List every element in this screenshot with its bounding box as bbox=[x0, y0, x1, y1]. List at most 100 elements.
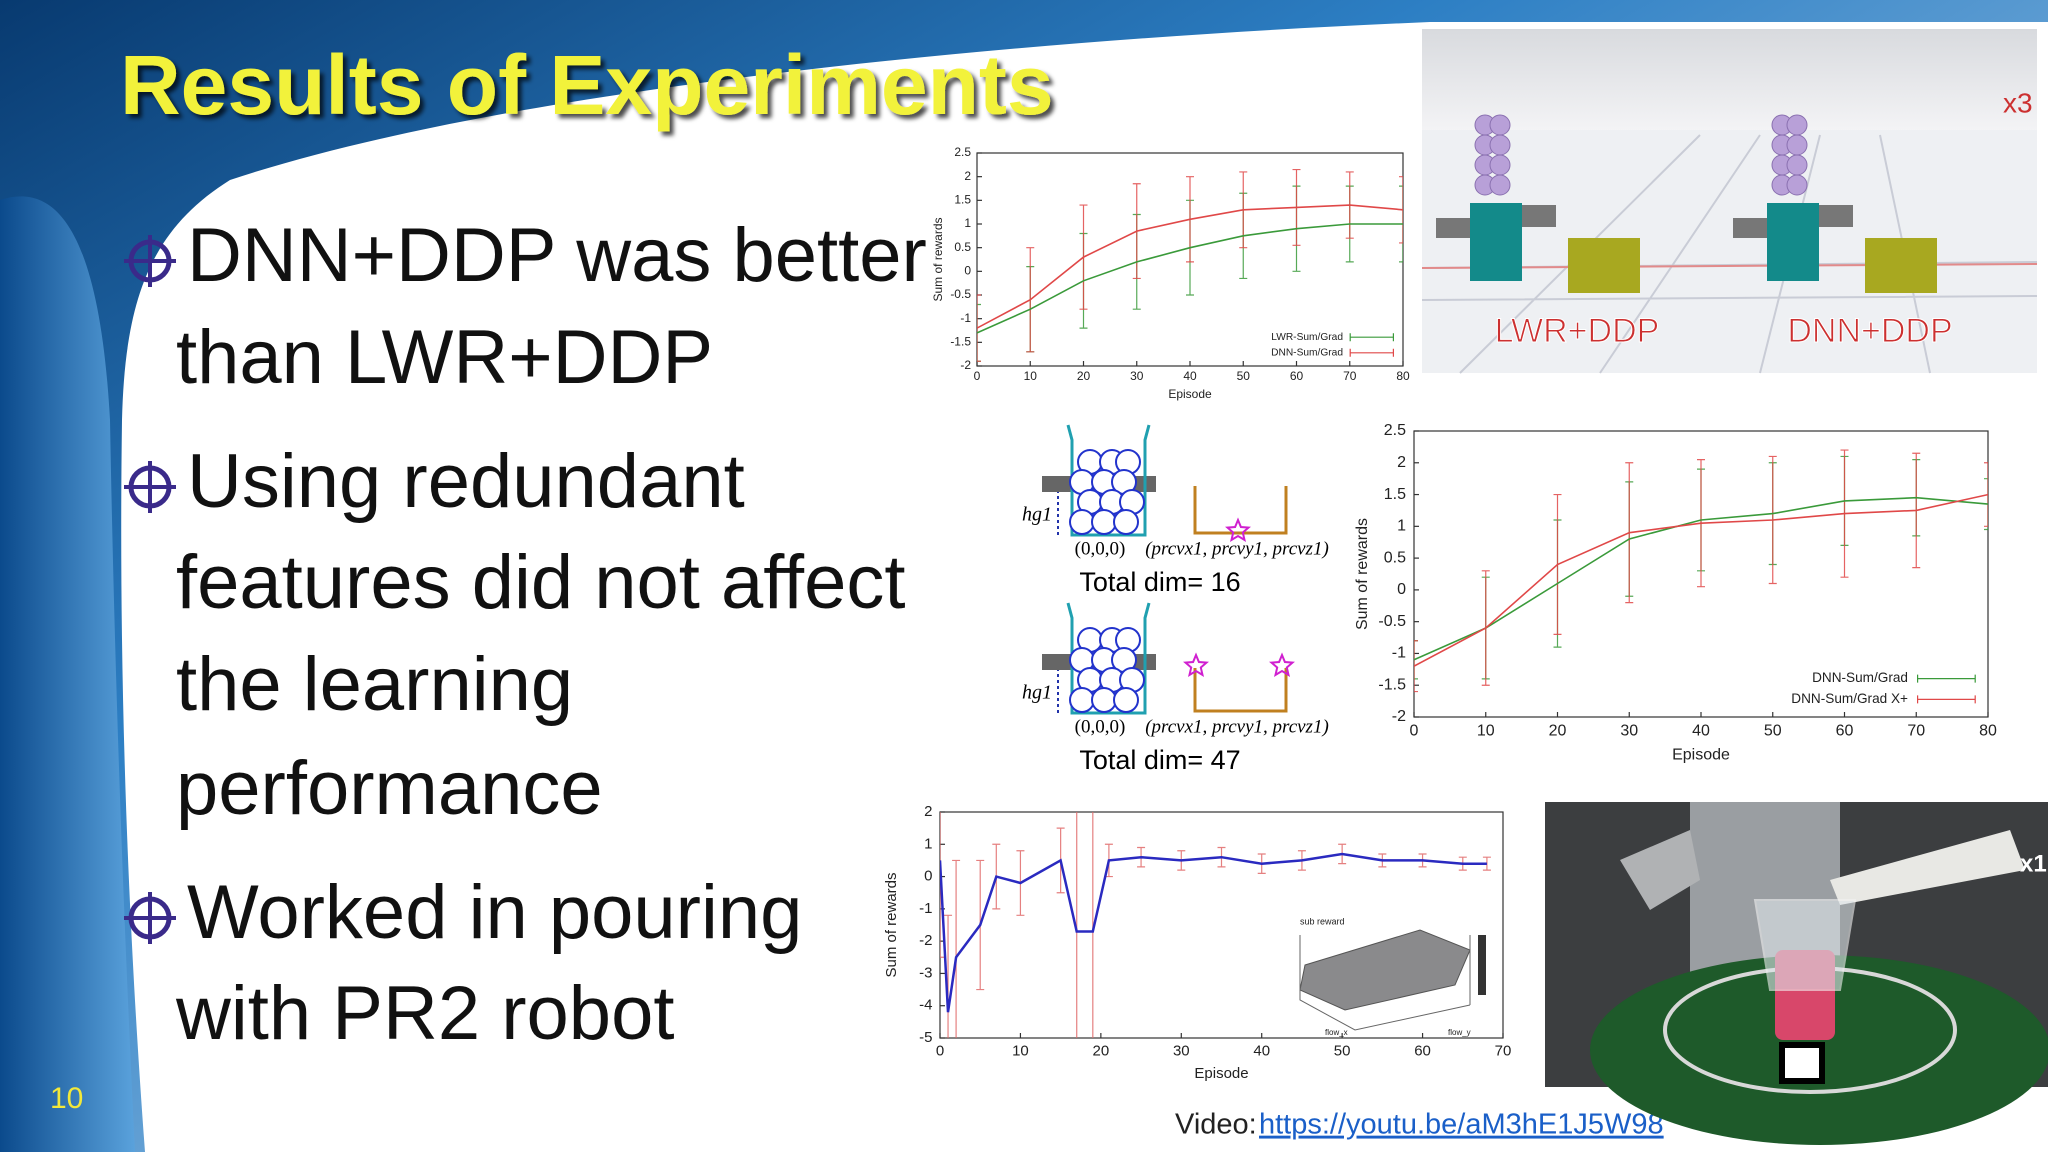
series-line bbox=[977, 223, 1403, 334]
plot-area bbox=[1414, 449, 1988, 693]
y-tick-label: 0 bbox=[964, 264, 971, 278]
target-label: (prcvx1, prcvy1, prcvz1) bbox=[1145, 538, 1329, 559]
bullet-text: features did not affect bbox=[176, 540, 906, 625]
y-tick-label: 2 bbox=[964, 169, 971, 183]
video-label: LWR+DDP bbox=[1495, 312, 1660, 350]
legend-label: DNN-Sum/Grad bbox=[1271, 347, 1343, 358]
target-star bbox=[1183, 652, 1209, 677]
legend-swatch bbox=[1349, 333, 1394, 342]
inset-x-label: flow_x bbox=[1325, 1028, 1348, 1037]
total-dim: Total dim= 47 bbox=[1079, 745, 1240, 775]
bullet-text: performance bbox=[176, 746, 603, 831]
y-tick-label: 2.5 bbox=[954, 145, 971, 159]
legend-label: DNN-Sum/Grad bbox=[1812, 670, 1908, 685]
x-tick-label: 50 bbox=[1334, 1042, 1351, 1059]
video-pr2: x1 bbox=[1545, 802, 2048, 1145]
error-bar bbox=[940, 812, 944, 958]
chart: 0 10 20 30 40 50 60 70 80 -2 -1.5 -1 -0.5 0 0.5 1 1.5 2 2.… bbox=[1354, 422, 1997, 763]
legend-label: DNN-Sum/Grad X+ bbox=[1791, 691, 1908, 706]
target-star bbox=[1269, 652, 1295, 677]
y-tick-label: 0.5 bbox=[954, 240, 971, 254]
y-tick-label: -0.5 bbox=[950, 287, 971, 301]
y-tick-label: -1.5 bbox=[950, 335, 971, 349]
bullet-text: Worked in pouring bbox=[187, 870, 802, 955]
y-axis-label: Sum of rewards bbox=[883, 872, 900, 977]
ball bbox=[1113, 509, 1139, 535]
ball bbox=[1091, 509, 1117, 535]
chart: 0 10 20 30 40 50 60 70 80 -2 -1.5 -1 -0.5 0 0.5 1 1.5 2 2.… bbox=[931, 145, 1410, 401]
video-simulation: x3 LWR+DDP DNN+DDP bbox=[1421, 29, 2038, 374]
y-tick-label: 0 bbox=[1397, 581, 1406, 598]
bullet-icon bbox=[124, 235, 176, 287]
error-bar bbox=[977, 294, 981, 362]
y-tick-label: 1 bbox=[1397, 518, 1406, 535]
ball bbox=[1069, 687, 1095, 713]
inset-plot: sub reward flow_x flow_y bbox=[1299, 916, 1486, 1037]
y-tick-label: -1.5 bbox=[1378, 676, 1406, 693]
container bbox=[1066, 424, 1151, 537]
x-tick-label: 30 bbox=[1620, 723, 1638, 740]
bullet-text: DNN+DDP was better bbox=[187, 213, 927, 298]
container bbox=[1066, 602, 1151, 715]
bullet-text: the learning bbox=[176, 642, 573, 727]
y-axis-label: Sum of rewards bbox=[1354, 518, 1371, 630]
x-tick-label: 0 bbox=[1410, 723, 1419, 740]
error-bar bbox=[1482, 856, 1491, 871]
x-tick-label: 40 bbox=[1183, 369, 1197, 383]
x-tick-label: 20 bbox=[1077, 369, 1091, 383]
bullet-cross bbox=[124, 235, 176, 287]
x-tick-label: 70 bbox=[1907, 723, 1925, 740]
x-axis-label: Episode bbox=[1168, 387, 1212, 401]
x-tick-label: 30 bbox=[1130, 369, 1144, 383]
plot-area bbox=[977, 168, 1403, 362]
inset-title: sub reward bbox=[1300, 916, 1345, 926]
diagram-panel: hg1 (0,0,0) (prcvx1, prcvy1, prcvz1) Total … bbox=[1022, 424, 1329, 597]
x-tick-label: 10 bbox=[1477, 723, 1495, 740]
video-label: DNN+DDP bbox=[1787, 312, 1952, 350]
y-tick-label: 0.5 bbox=[1384, 549, 1406, 566]
bullet-text: than LWR+DDP bbox=[176, 315, 713, 400]
x-tick-label: 70 bbox=[1495, 1042, 1512, 1059]
height-label: hg1 bbox=[1022, 682, 1052, 704]
video-speed: x1 bbox=[2020, 850, 2047, 877]
legend-label: LWR-Sum/Grad bbox=[1271, 332, 1343, 343]
total-dim: Total dim= 16 bbox=[1079, 567, 1240, 597]
x-tick-label: 60 bbox=[1290, 369, 1304, 383]
video-speed: x3 bbox=[2003, 87, 2033, 118]
x-tick-label: 40 bbox=[1692, 723, 1710, 740]
y-tick-label: 2.5 bbox=[1384, 422, 1406, 439]
video-link[interactable]: https://youtu.be/aM3hE1J5W98 bbox=[1259, 1109, 1664, 1141]
x-axis-label: Episode bbox=[1672, 747, 1730, 764]
y-tick-label: 2 bbox=[924, 803, 932, 820]
y-tick-label: 2 bbox=[1397, 454, 1406, 471]
plot-area bbox=[940, 812, 1491, 1038]
series-line bbox=[940, 852, 1487, 1013]
y-tick-label: -2 bbox=[1392, 708, 1406, 725]
chart: 0 10 20 30 40 50 60 70 -5 -4 -3 -2 -1 0 1 2 Episode Sum o… bbox=[883, 803, 1512, 1082]
x-tick-label: 40 bbox=[1253, 1042, 1270, 1059]
x-tick-label: 50 bbox=[1764, 723, 1782, 740]
y-tick-label: -2 bbox=[960, 358, 971, 372]
video-label: Video: bbox=[1175, 1109, 1257, 1141]
side-band bbox=[0, 196, 135, 1152]
target-star bbox=[1225, 517, 1251, 542]
bullet-text: with PR2 robot bbox=[175, 971, 674, 1056]
x-tick-label: 0 bbox=[936, 1042, 944, 1059]
bullet-cross bbox=[124, 892, 176, 944]
x-tick-label: 30 bbox=[1173, 1042, 1190, 1059]
series-line bbox=[1414, 493, 1988, 667]
series-line bbox=[1414, 496, 1988, 661]
error-bar bbox=[1399, 185, 1403, 263]
origin-label: (0,0,0) bbox=[1075, 538, 1126, 559]
y-axis-label: Sum of rewards bbox=[931, 217, 945, 301]
x-tick-label: 60 bbox=[1836, 723, 1854, 740]
x-tick-label: 10 bbox=[1012, 1042, 1029, 1059]
diagram-panel: hg1 (0,0,0) (prcvx1, prcvy1, prcvz1) Total … bbox=[1022, 602, 1329, 775]
bullet-text: Using redundant bbox=[187, 439, 745, 524]
y-tick-label: 1 bbox=[964, 216, 971, 230]
origin-label: (0,0,0) bbox=[1075, 716, 1126, 737]
ball bbox=[1069, 509, 1095, 535]
